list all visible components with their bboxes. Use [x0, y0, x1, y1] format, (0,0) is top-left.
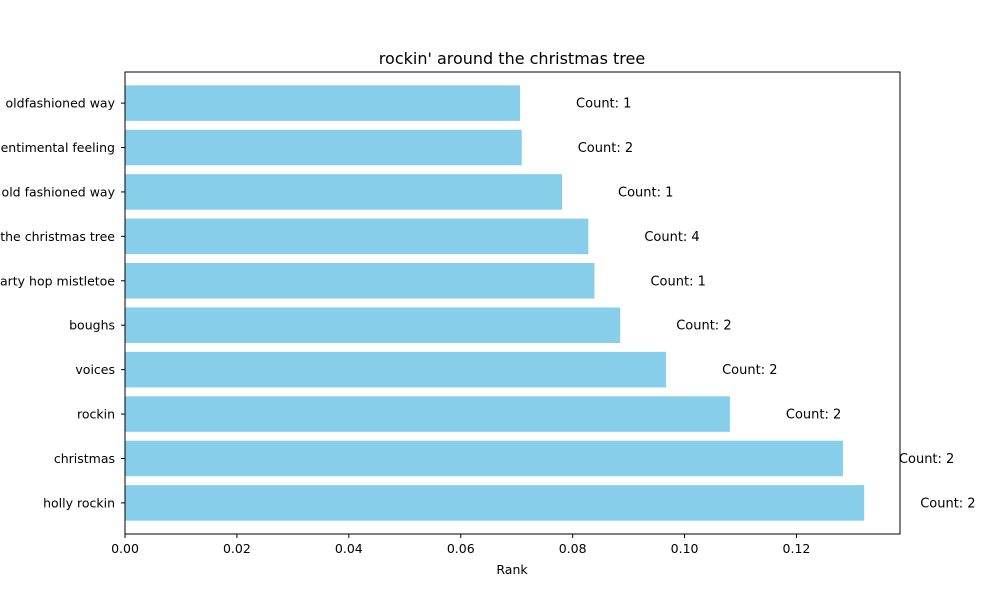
bar-count-label: Count: 2 — [578, 141, 633, 156]
x-axis-label: Rank — [496, 562, 528, 577]
y-tick-label: christmas — [54, 451, 115, 466]
bar-count-label: Count: 2 — [676, 319, 731, 334]
plot-frame — [124, 71, 901, 535]
bar-count-label: Count: 2 — [899, 452, 954, 467]
bar — [125, 440, 843, 477]
labels-layer: Count: 2 Count: 2 Count: 2 Count: 2 Count: 2… — [576, 97, 976, 512]
x-tick-label: 0.00 — [111, 541, 139, 556]
x-tick-label: 0.06 — [447, 541, 475, 556]
bar — [125, 485, 865, 521]
bar-count-label: Count: 1 — [576, 97, 631, 112]
bar — [125, 307, 621, 343]
bar-count-label: Count: 2 — [786, 408, 841, 423]
y-tick-label: voices — [75, 362, 115, 377]
y-tick-label: party hop mistletoe — [0, 273, 115, 288]
bar — [125, 85, 521, 121]
bars-layer — [125, 85, 865, 521]
y-tick-label: sentimental feeling — [0, 140, 115, 155]
bar — [125, 351, 667, 388]
x-tick-label: 0.02 — [223, 541, 251, 556]
y-tick-label: oldfashioned way — [6, 96, 116, 111]
bar-count-label: Count: 1 — [650, 274, 705, 289]
bar-count-label: Count: 1 — [618, 185, 673, 200]
y-tick-label: holly rockin — [43, 495, 115, 510]
bar — [125, 129, 522, 166]
bar-count-label: Count: 2 — [920, 496, 975, 511]
x-tick-label: 0.08 — [559, 541, 587, 556]
bar — [125, 396, 730, 432]
bar-count-label: Count: 2 — [722, 363, 777, 378]
x-tick-label: 0.12 — [783, 541, 811, 556]
bar-count-label: Count: 4 — [644, 230, 699, 245]
bar — [125, 263, 595, 299]
y-tick-label: rockin — [77, 407, 115, 422]
x-tick-label: 0.10 — [671, 541, 699, 556]
y-tick-label: old fashioned way — [2, 184, 116, 199]
chart-title: rockin' around the christmas tree — [379, 49, 645, 68]
bar — [125, 174, 563, 210]
y-tick-label: boughs — [69, 318, 115, 333]
x-tick-label: 0.04 — [335, 541, 363, 556]
bar — [125, 218, 589, 255]
y-tick-label: around the christmas tree — [0, 229, 115, 244]
axes-layer: holly rockin christmas rockin voices boughs p… — [0, 71, 901, 556]
